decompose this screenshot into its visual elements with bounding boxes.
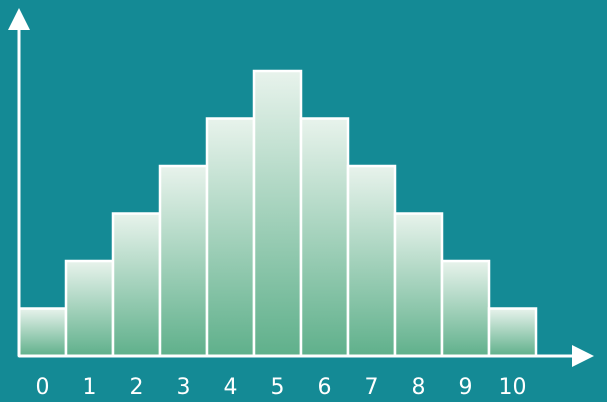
x-tick-label-5: 5 [271,375,285,400]
bar-7 [346,164,397,358]
y-axis-arrowhead [8,8,30,30]
x-tick-label-0: 0 [36,375,50,400]
x-tick-label-6: 6 [318,375,332,400]
x-tick-label-9: 9 [459,375,473,400]
x-axis-arrowhead [572,345,594,367]
x-tick-label-4: 4 [224,375,238,400]
bar-8 [393,212,444,358]
bar-6 [299,117,350,358]
bar-0 [17,307,68,358]
x-tick-label-10: 10 [499,375,527,400]
bar-1 [64,259,115,358]
axes-layer [8,8,594,367]
bars-layer [17,69,538,358]
bar-5 [252,69,303,358]
x-tick-label-8: 8 [412,375,426,400]
bar-10 [487,307,538,358]
x-tick-label-1: 1 [83,375,97,400]
bar-4 [205,117,256,358]
x-tick-label-3: 3 [177,375,191,400]
x-tick-labels: 0 1 2 3 4 5 6 7 8 9 10 [36,375,527,400]
bar-3 [158,164,209,358]
x-tick-label-7: 7 [365,375,379,400]
bar-2 [111,212,162,358]
bar-9 [440,259,491,358]
x-tick-label-2: 2 [130,375,144,400]
